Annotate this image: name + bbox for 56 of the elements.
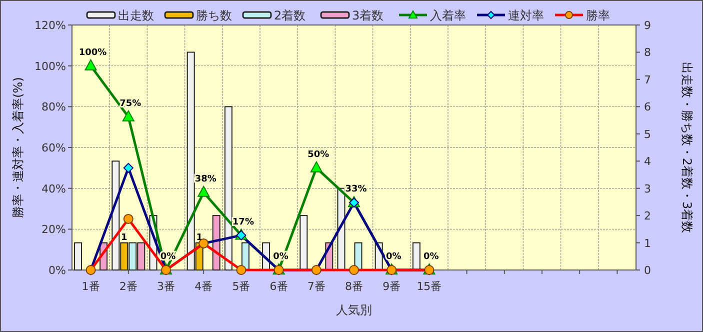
y2-tick-label: 2 [644,210,651,223]
bar [224,106,232,270]
y-axis-title: 勝率・連対率・入着率(%) [11,77,25,218]
y2-tick-label: 0 [644,264,651,277]
data-label: 1 [121,232,128,243]
x-tick-label: 3番 [157,280,175,293]
bar [74,242,82,270]
data-label: 33% [345,184,367,195]
x-tick-label: 5番 [232,280,250,293]
legend-label: 入着率 [430,8,466,22]
bar [300,215,308,270]
point [310,161,322,172]
y2-tick-label: 4 [644,155,651,168]
legend-label: 3着数 [352,8,384,22]
y2-tick-label: 9 [644,19,651,32]
point [198,186,210,197]
legend-label: 勝率 [586,8,610,22]
data-label: 17% [232,217,254,228]
y-tick-label: 100% [34,60,66,73]
y-tick-label: 40% [42,182,66,196]
y-tick-label: 120% [34,19,66,32]
x-tick-label: 8番 [345,280,363,293]
x-tick-label: 15番 [416,280,442,293]
x-tick-label: 2番 [119,280,138,293]
legend-label: 出走数 [118,8,154,22]
x-tick-label: 9番 [382,280,401,293]
y2-tick-label: 3 [644,182,651,196]
data-label: 50% [308,150,330,160]
x-tick-label: 1番 [82,280,100,293]
y2-tick-label: 6 [644,100,651,114]
point [123,162,134,173]
x-tick-label: 6番 [270,280,288,293]
legend-label: 勝ち数 [196,8,232,22]
x-axis-title: 人気別 [336,303,372,317]
data-label: 1 [196,232,202,243]
data-label: 100% [78,48,107,58]
y2-tick-label: 7 [644,73,651,86]
point [122,110,134,122]
data-label: 0% [386,252,402,262]
y2-tick-label: 8 [644,46,651,60]
legend-label: 連対率 [508,8,544,22]
x-tick-label: 7番 [307,280,326,293]
y2-tick-label: 1 [644,236,651,250]
y-tick-label: 60% [42,142,66,154]
data-label: 0% [424,252,439,262]
y-tick-label: 20% [42,223,66,236]
data-label: 75% [120,98,142,109]
data-label: 38% [194,174,216,184]
point [84,59,97,70]
y2-tick-label: 5 [644,128,651,141]
y2-axis-title: 出走数・勝ち数・2着数・3着数 [680,62,694,234]
y-tick-label: 0% [48,264,66,277]
y-tick-label: 80% [42,100,66,114]
x-tick-label: 4番 [194,280,213,293]
legend-label: 2着数 [274,8,306,22]
bar [412,242,420,270]
